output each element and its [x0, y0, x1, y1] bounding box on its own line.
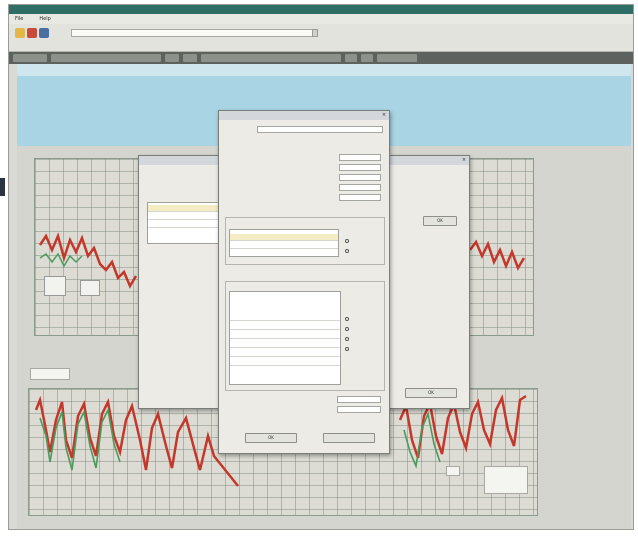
control-button[interactable]	[361, 54, 373, 62]
field-input[interactable]	[339, 174, 381, 181]
menu-help[interactable]: Help	[39, 16, 51, 22]
table-row[interactable]	[230, 332, 340, 339]
footer-input[interactable]	[337, 406, 381, 413]
intervals-group	[225, 281, 385, 391]
close-icon[interactable]: ×	[381, 112, 387, 118]
chart-legend-box	[446, 466, 460, 476]
left-edge-marker	[0, 178, 5, 196]
window-title-bar	[9, 5, 633, 14]
name-field[interactable]	[257, 126, 383, 133]
back-dialog-list	[147, 202, 219, 244]
control-button[interactable]	[345, 54, 357, 62]
save-icon[interactable]	[39, 28, 49, 38]
table-row[interactable]	[230, 341, 340, 348]
menu-bar: File Help	[9, 14, 633, 24]
table-row[interactable]	[230, 350, 340, 357]
radio-top-1[interactable]	[345, 239, 349, 243]
field-input[interactable]	[339, 154, 381, 161]
gear-group	[225, 217, 385, 265]
menu-file[interactable]: File	[15, 16, 24, 22]
radio-bottom-4[interactable]	[345, 347, 349, 351]
front-dialog-title	[219, 111, 389, 120]
chart-legend-box	[44, 276, 66, 296]
control-button[interactable]	[165, 54, 179, 62]
chart-legend-box	[30, 368, 70, 380]
field-input[interactable]	[339, 194, 381, 201]
close-icon[interactable]: ×	[461, 157, 467, 163]
cancel-button[interactable]	[323, 433, 375, 443]
ok-button[interactable]: OK	[245, 433, 297, 443]
field-input[interactable]	[339, 164, 381, 171]
control-field[interactable]	[51, 54, 161, 62]
radio-bottom-1[interactable]	[345, 317, 349, 321]
control-segment[interactable]	[13, 54, 47, 62]
chevron-down-icon[interactable]	[312, 29, 318, 37]
back-dialog-ok-button[interactable]: OK	[423, 216, 457, 226]
window-left-edge	[0, 10, 8, 536]
radio-bottom-3[interactable]	[345, 337, 349, 341]
gear-table	[229, 229, 339, 257]
control-button[interactable]	[183, 54, 197, 62]
main-ok-button[interactable]: OK	[405, 388, 457, 398]
intervals-table	[229, 291, 341, 385]
folder-icon[interactable]	[15, 28, 25, 38]
table-row[interactable]	[230, 323, 340, 330]
control-button[interactable]	[377, 54, 417, 62]
chart-legend-box	[484, 466, 528, 494]
toolbar	[9, 24, 633, 52]
field-input[interactable]	[339, 184, 381, 191]
table-row[interactable]	[230, 234, 338, 241]
control-bar	[9, 52, 633, 64]
list-item[interactable]	[148, 205, 218, 212]
table-row[interactable]	[230, 242, 338, 249]
control-field[interactable]	[201, 54, 341, 62]
table-row[interactable]	[230, 314, 340, 321]
viewport-header-band	[17, 64, 631, 76]
radio-bottom-2[interactable]	[345, 327, 349, 331]
radio-top-2[interactable]	[345, 249, 349, 253]
footer-input[interactable]	[337, 396, 381, 403]
list-item[interactable]	[148, 221, 218, 228]
front-dialog: ×	[218, 110, 390, 454]
chart-legend-box	[80, 280, 100, 296]
list-item[interactable]	[148, 213, 218, 220]
table-row[interactable]	[230, 359, 340, 366]
open-icon[interactable]	[27, 28, 37, 38]
